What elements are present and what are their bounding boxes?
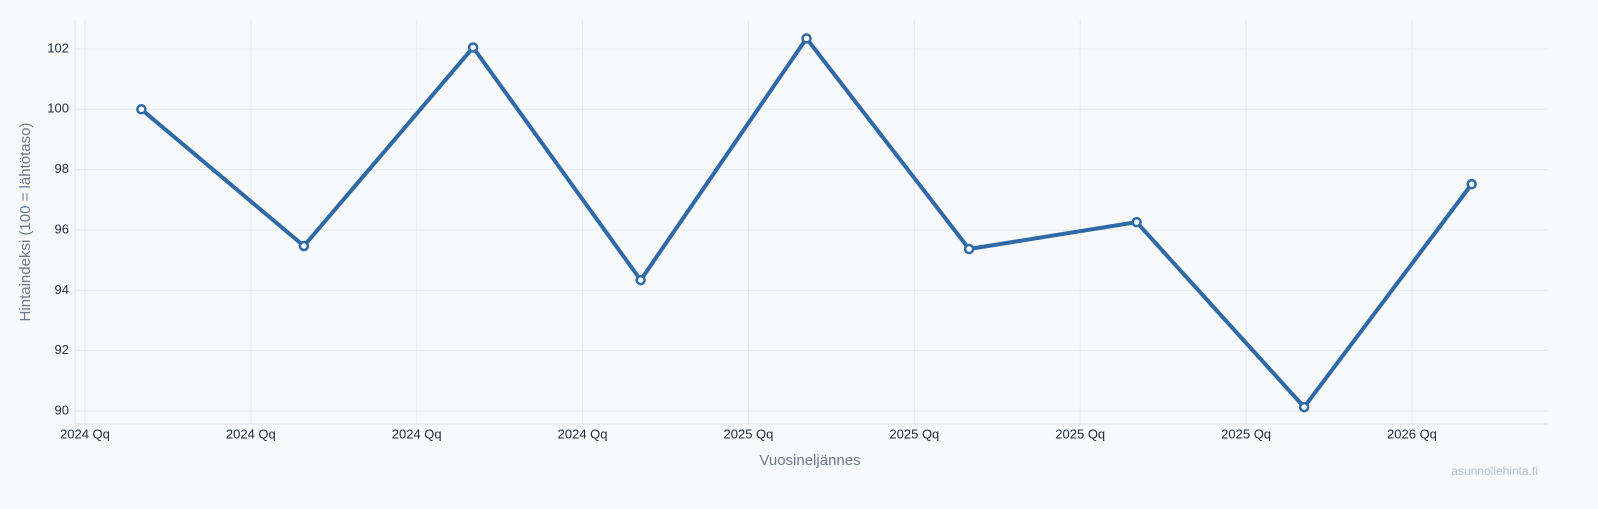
x-tick-label: 2024 Qq (558, 426, 608, 441)
point (467, 42, 479, 53)
y-tick-label: 100 (47, 101, 69, 116)
x-tick-label: 2024 Qq (60, 426, 110, 441)
x-tick-label: 2024 Qq (226, 426, 276, 441)
y-tick-label: 94 (55, 282, 69, 297)
y-tick-label: 102 (47, 40, 69, 55)
watermark: asunnollehinta.fi (1451, 464, 1538, 478)
point (1466, 178, 1477, 190)
x-tick-label: 2025 Qq (724, 426, 774, 441)
x-tick-label: 2025 Qq (1055, 426, 1105, 441)
point (136, 104, 147, 115)
y-axis-label: Hintaindeksi (100 = lähtötaso) (17, 123, 34, 322)
point (1131, 216, 1142, 228)
x-tick-label: 2024 Qq (392, 426, 442, 441)
y-tick-label: 92 (55, 342, 69, 357)
point (298, 240, 310, 252)
y-tick-label: 96 (55, 221, 69, 236)
x-axis-label: Vuosineljännes (759, 452, 860, 469)
point (1298, 401, 1310, 413)
x-tick-label: 2025 Qq (889, 426, 939, 441)
x-tick-label: 2026 Qq (1387, 426, 1437, 441)
point (963, 243, 975, 255)
y-tick-label: 90 (55, 402, 69, 417)
y-tick-label: 98 (55, 161, 69, 176)
x-tick-label: 2025 Qq (1221, 426, 1271, 441)
point (635, 274, 646, 286)
point (801, 33, 812, 44)
